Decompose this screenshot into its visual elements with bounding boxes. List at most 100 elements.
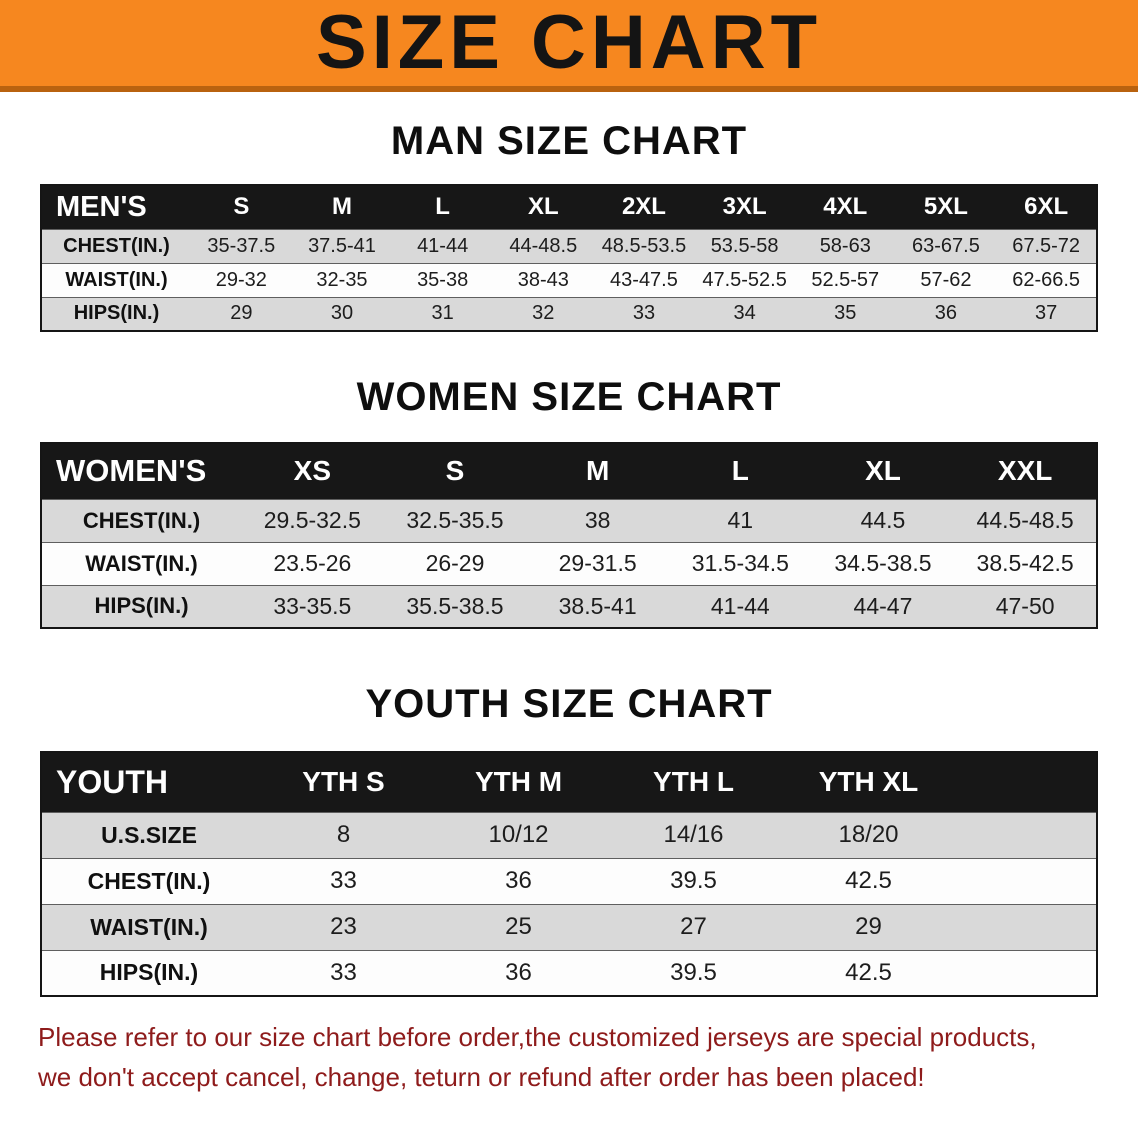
size-header-cell: YTH S [302, 766, 385, 798]
size-value-cell: 38 [584, 507, 611, 533]
size-header-cell: YTH M [474, 766, 563, 798]
size-value-cell: 33 [330, 867, 357, 894]
size-row: WAIST(IN.) 29-32 32-35 35-38 38-43 43-47.5 47.… [41, 263, 1097, 297]
spacer-cell [956, 858, 1097, 904]
size-header-cell: 6XL [1024, 193, 1069, 221]
size-value-cell: 47-50 [995, 592, 1055, 619]
size-value-cell: 37 [1035, 302, 1058, 325]
size-value-cell: 25 [505, 913, 532, 940]
row-label-cell: WAIST(IN.) [90, 913, 208, 940]
size-value-cell: 38-43 [517, 268, 569, 291]
size-value-cell: 41-44 [710, 592, 770, 619]
table-title-cell: MEN'S [56, 190, 147, 223]
size-value-cell: 34 [733, 302, 756, 325]
banner-title: SIZE CHART [316, 0, 822, 85]
size-value-cell: 29-32 [215, 268, 267, 291]
size-value-cell: 23 [330, 913, 357, 940]
size-header-cell: M [585, 455, 610, 487]
size-value-cell: 32 [532, 302, 555, 325]
size-value-cell: 53.5-58 [710, 234, 779, 257]
size-value-cell: 63-67.5 [912, 234, 980, 257]
size-value-cell: 36 [505, 867, 532, 894]
size-value-cell: 33 [330, 958, 357, 986]
size-value-cell: 31.5-34.5 [691, 550, 789, 576]
size-value-cell: 14/16 [663, 821, 724, 848]
size-value-cell: 35.5-38.5 [406, 592, 504, 619]
size-row: CHEST(IN.) 29.5-32.5 32.5-35.5 38 41 44.5 44.5… [41, 499, 1097, 542]
youth-table-body: U.S.SIZE 8 10/12 14/16 18/20 CHEST(IN.) 33 36 39… [41, 812, 1097, 996]
size-value-cell: 26-29 [425, 550, 485, 576]
size-value-cell: 30 [330, 302, 354, 325]
size-row: CHEST(IN.) 33 36 39.5 42.5 [41, 858, 1097, 904]
man-size-heading: MAN SIZE CHART [390, 119, 748, 163]
size-value-cell: 41 [727, 507, 754, 533]
size-value-cell: 57-62 [920, 268, 972, 291]
size-header-cell: XXL [997, 455, 1053, 487]
size-value-cell: 44.5 [860, 507, 906, 533]
youth-size-table: YOUTH YTH S YTH M YTH L YTH XL U.S.SIZE 8 10/1… [40, 751, 1098, 997]
youth-size-heading: YOUTH SIZE CHART [365, 682, 773, 726]
size-value-cell: 23.5-26 [273, 550, 352, 576]
size-row: U.S.SIZE 8 10/12 14/16 18/20 [41, 812, 1097, 858]
size-value-cell: 8 [336, 821, 351, 848]
size-header-cell: L [435, 193, 450, 221]
size-value-cell: 35-38 [417, 268, 469, 291]
size-value-cell: 33-35.5 [273, 592, 352, 619]
size-value-cell: 29-31.5 [558, 550, 637, 576]
table-title-cell: WOMEN'S [56, 453, 207, 489]
size-value-cell: 31 [431, 302, 454, 325]
spacer-cell [956, 904, 1097, 950]
size-value-cell: 38.5-42.5 [976, 550, 1074, 576]
size-header-cell: S [445, 455, 465, 487]
men-size-table: MEN'S S M L XL 2XL 3XL 4XL 5XL 6XL CHEST(IN.) 35-3… [40, 184, 1098, 332]
size-chart-banner: SIZE CHART [0, 0, 1138, 92]
size-value-cell: 44-48.5 [509, 234, 578, 257]
size-value-cell: 62-66.5 [1012, 268, 1081, 291]
row-label-cell: HIPS(IN.) [99, 959, 199, 986]
size-value-cell: 47.5-52.5 [702, 268, 787, 291]
size-value-cell: 18/20 [838, 821, 899, 848]
size-value-cell: 38.5-41 [558, 592, 637, 619]
youth-table-header-row: YOUTH YTH S YTH M YTH L YTH XL [41, 752, 1097, 812]
row-label-cell: U.S.SIZE [101, 821, 197, 848]
size-value-cell: 39.5 [670, 958, 717, 986]
size-value-cell: 37.5-41 [308, 234, 376, 257]
row-label-cell: WAIST(IN.) [85, 550, 198, 576]
size-row: HIPS(IN.) 29 30 31 32 33 34 35 36 37 [41, 297, 1097, 331]
men-table-header-row: MEN'S S M L XL 2XL 3XL 4XL 5XL 6XL [41, 185, 1097, 229]
size-value-cell: 48.5-53.5 [601, 234, 687, 257]
size-header-cell: 4XL [823, 193, 868, 221]
footer-disclaimer-line-1: Please refer to our size chart before or… [38, 1022, 1037, 1052]
footer-disclaimer: Please refer to our size chart before or… [38, 1017, 1100, 1098]
size-value-cell: 44.5-48.5 [976, 507, 1074, 533]
size-header-cell: YTH XL [818, 766, 919, 798]
size-value-cell: 32.5-35.5 [406, 507, 504, 533]
footer-disclaimer-line-2: we don't accept cancel, change, teturn o… [38, 1062, 925, 1093]
size-header-cell: XS [293, 455, 331, 487]
size-row: HIPS(IN.) 33-35.5 35.5-38.5 38.5-41 41-44 44-… [41, 585, 1097, 628]
size-header-cell: 2XL [621, 193, 666, 221]
size-value-cell: 36 [934, 302, 958, 325]
size-value-cell: 67.5-72 [1012, 234, 1081, 257]
spacer-cell [956, 752, 1097, 812]
size-value-cell: 42.5 [845, 867, 892, 894]
spacer-cell [956, 950, 1097, 996]
spacer-cell [956, 812, 1097, 858]
women-size-section: WOMEN SIZE CHART WOMEN'S XS S M L XL XXL CHEST… [0, 374, 1138, 629]
size-value-cell: 36 [505, 958, 532, 986]
size-value-cell: 44-47 [853, 592, 913, 619]
size-header-cell: S [233, 193, 250, 221]
size-header-cell: M [331, 193, 352, 221]
size-row: WAIST(IN.) 23.5-26 26-29 29-31.5 31.5-34.5 34… [41, 542, 1097, 585]
size-value-cell: 35 [834, 302, 857, 325]
size-header-cell: 5XL [923, 193, 968, 221]
size-value-cell: 35-37.5 [207, 234, 276, 257]
row-label-cell: CHEST(IN.) [87, 867, 211, 894]
table-title-cell: YOUTH [56, 763, 168, 800]
size-header-cell: XL [527, 193, 559, 221]
women-table-header-row: WOMEN'S XS S M L XL XXL [41, 443, 1097, 499]
size-value-cell: 58-63 [819, 234, 871, 257]
man-size-section: MAN SIZE CHART MEN'S S M L XL 2XL 3XL 4XL 5XL 6XL… [0, 118, 1138, 332]
size-value-cell: 33 [632, 302, 656, 325]
size-header-cell: 3XL [722, 193, 767, 221]
